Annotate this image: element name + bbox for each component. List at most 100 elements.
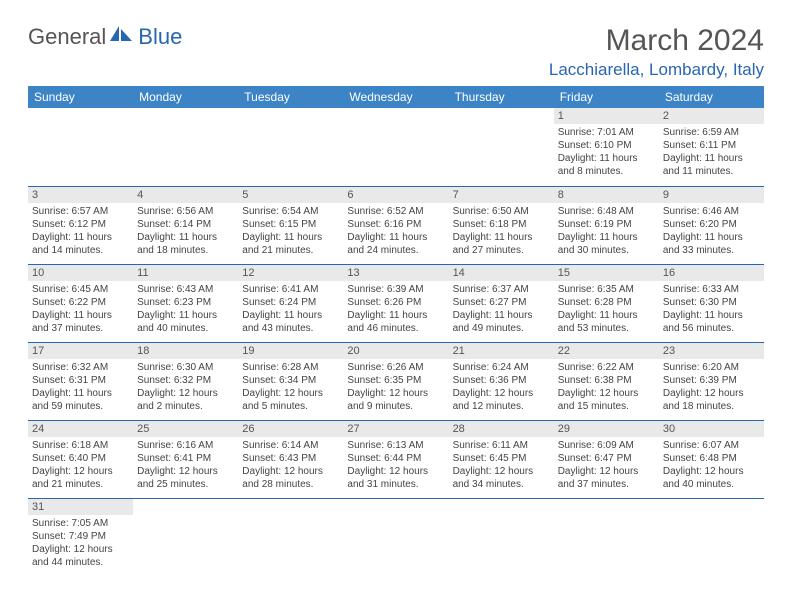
calendar-day [343, 108, 448, 186]
daylight-text: Daylight: 12 hours and 15 minutes. [558, 387, 655, 413]
calendar-day [554, 498, 659, 576]
sunset-text: Sunset: 6:20 PM [663, 218, 760, 231]
daylight-text: Daylight: 11 hours and 18 minutes. [137, 231, 234, 257]
daylight-text: Daylight: 11 hours and 14 minutes. [32, 231, 129, 257]
daylight-text: Daylight: 11 hours and 53 minutes. [558, 309, 655, 335]
sunset-text: Sunset: 6:28 PM [558, 296, 655, 309]
calendar-day: 5Sunrise: 6:54 AMSunset: 6:15 PMDaylight… [238, 186, 343, 264]
day-number: 3 [28, 187, 133, 203]
day-details: Sunrise: 6:07 AMSunset: 6:48 PMDaylight:… [659, 437, 764, 495]
sunset-text: Sunset: 6:35 PM [347, 374, 444, 387]
sunset-text: Sunset: 6:40 PM [32, 452, 129, 465]
day-number: 30 [659, 421, 764, 437]
day-details: Sunrise: 7:01 AMSunset: 6:10 PMDaylight:… [554, 124, 659, 182]
day-number: 16 [659, 265, 764, 281]
sunset-text: Sunset: 6:27 PM [453, 296, 550, 309]
calendar-day: 18Sunrise: 6:30 AMSunset: 6:32 PMDayligh… [133, 342, 238, 420]
sunset-text: Sunset: 6:24 PM [242, 296, 339, 309]
sunset-text: Sunset: 6:39 PM [663, 374, 760, 387]
sunset-text: Sunset: 6:15 PM [242, 218, 339, 231]
day-details: Sunrise: 7:05 AMSunset: 7:49 PMDaylight:… [28, 515, 133, 573]
day-number: 31 [28, 499, 133, 515]
sunrise-text: Sunrise: 6:24 AM [453, 361, 550, 374]
sunrise-text: Sunrise: 6:39 AM [347, 283, 444, 296]
day-number: 22 [554, 343, 659, 359]
daylight-text: Daylight: 11 hours and 11 minutes. [663, 152, 760, 178]
sunset-text: Sunset: 6:12 PM [32, 218, 129, 231]
calendar-day: 19Sunrise: 6:28 AMSunset: 6:34 PMDayligh… [238, 342, 343, 420]
day-details: Sunrise: 6:16 AMSunset: 6:41 PMDaylight:… [133, 437, 238, 495]
calendar-day [449, 108, 554, 186]
daylight-text: Daylight: 11 hours and 21 minutes. [242, 231, 339, 257]
sunrise-text: Sunrise: 6:14 AM [242, 439, 339, 452]
calendar-day [238, 498, 343, 576]
location: Lacchiarella, Lombardy, Italy [549, 60, 764, 80]
sunrise-text: Sunrise: 6:41 AM [242, 283, 339, 296]
daylight-text: Daylight: 11 hours and 56 minutes. [663, 309, 760, 335]
sunset-text: Sunset: 6:11 PM [663, 139, 760, 152]
day-details: Sunrise: 6:26 AMSunset: 6:35 PMDaylight:… [343, 359, 448, 417]
sail-icon [108, 24, 134, 50]
day-number: 6 [343, 187, 448, 203]
daylight-text: Daylight: 12 hours and 5 minutes. [242, 387, 339, 413]
daylight-text: Daylight: 11 hours and 24 minutes. [347, 231, 444, 257]
sunrise-text: Sunrise: 6:33 AM [663, 283, 760, 296]
calendar-day: 11Sunrise: 6:43 AMSunset: 6:23 PMDayligh… [133, 264, 238, 342]
day-details: Sunrise: 6:48 AMSunset: 6:19 PMDaylight:… [554, 203, 659, 261]
sunrise-text: Sunrise: 6:26 AM [347, 361, 444, 374]
title-block: March 2024 Lacchiarella, Lombardy, Italy [549, 24, 764, 80]
daylight-text: Daylight: 12 hours and 37 minutes. [558, 465, 655, 491]
day-number: 26 [238, 421, 343, 437]
calendar-day: 1Sunrise: 7:01 AMSunset: 6:10 PMDaylight… [554, 108, 659, 186]
calendar-day: 3Sunrise: 6:57 AMSunset: 6:12 PMDaylight… [28, 186, 133, 264]
calendar-week: 17Sunrise: 6:32 AMSunset: 6:31 PMDayligh… [28, 342, 764, 420]
brand-general: General [28, 24, 106, 50]
brand-logo: General Blue [28, 24, 182, 50]
calendar-day: 27Sunrise: 6:13 AMSunset: 6:44 PMDayligh… [343, 420, 448, 498]
day-details: Sunrise: 6:56 AMSunset: 6:14 PMDaylight:… [133, 203, 238, 261]
calendar-day: 25Sunrise: 6:16 AMSunset: 6:41 PMDayligh… [133, 420, 238, 498]
daylight-text: Daylight: 11 hours and 33 minutes. [663, 231, 760, 257]
daylight-text: Daylight: 11 hours and 40 minutes. [137, 309, 234, 335]
weekday-header: Saturday [659, 86, 764, 108]
sunrise-text: Sunrise: 6:20 AM [663, 361, 760, 374]
sunset-text: Sunset: 6:47 PM [558, 452, 655, 465]
daylight-text: Daylight: 12 hours and 2 minutes. [137, 387, 234, 413]
day-details: Sunrise: 6:39 AMSunset: 6:26 PMDaylight:… [343, 281, 448, 339]
day-number: 1 [554, 108, 659, 124]
weekday-header: Wednesday [343, 86, 448, 108]
day-details: Sunrise: 6:20 AMSunset: 6:39 PMDaylight:… [659, 359, 764, 417]
day-details: Sunrise: 6:52 AMSunset: 6:16 PMDaylight:… [343, 203, 448, 261]
calendar-table: Sunday Monday Tuesday Wednesday Thursday… [28, 86, 764, 576]
calendar-week: 3Sunrise: 6:57 AMSunset: 6:12 PMDaylight… [28, 186, 764, 264]
day-number: 14 [449, 265, 554, 281]
sunrise-text: Sunrise: 6:50 AM [453, 205, 550, 218]
calendar-day [343, 498, 448, 576]
day-details: Sunrise: 6:11 AMSunset: 6:45 PMDaylight:… [449, 437, 554, 495]
calendar-day [133, 498, 238, 576]
calendar-week: 1Sunrise: 7:01 AMSunset: 6:10 PMDaylight… [28, 108, 764, 186]
day-number: 10 [28, 265, 133, 281]
calendar-day [133, 108, 238, 186]
calendar-day: 29Sunrise: 6:09 AMSunset: 6:47 PMDayligh… [554, 420, 659, 498]
day-number: 21 [449, 343, 554, 359]
day-number: 9 [659, 187, 764, 203]
sunset-text: Sunset: 6:34 PM [242, 374, 339, 387]
weekday-header: Friday [554, 86, 659, 108]
daylight-text: Daylight: 12 hours and 18 minutes. [663, 387, 760, 413]
calendar-week: 24Sunrise: 6:18 AMSunset: 6:40 PMDayligh… [28, 420, 764, 498]
sunrise-text: Sunrise: 6:18 AM [32, 439, 129, 452]
sunrise-text: Sunrise: 6:54 AM [242, 205, 339, 218]
sunset-text: Sunset: 6:41 PM [137, 452, 234, 465]
month-title: March 2024 [549, 24, 764, 58]
calendar-day: 26Sunrise: 6:14 AMSunset: 6:43 PMDayligh… [238, 420, 343, 498]
day-details: Sunrise: 6:33 AMSunset: 6:30 PMDaylight:… [659, 281, 764, 339]
sunset-text: Sunset: 6:22 PM [32, 296, 129, 309]
day-number: 13 [343, 265, 448, 281]
sunset-text: Sunset: 6:31 PM [32, 374, 129, 387]
daylight-text: Daylight: 11 hours and 8 minutes. [558, 152, 655, 178]
sunset-text: Sunset: 6:14 PM [137, 218, 234, 231]
day-details: Sunrise: 6:54 AMSunset: 6:15 PMDaylight:… [238, 203, 343, 261]
weekday-header: Sunday [28, 86, 133, 108]
day-details: Sunrise: 6:32 AMSunset: 6:31 PMDaylight:… [28, 359, 133, 417]
